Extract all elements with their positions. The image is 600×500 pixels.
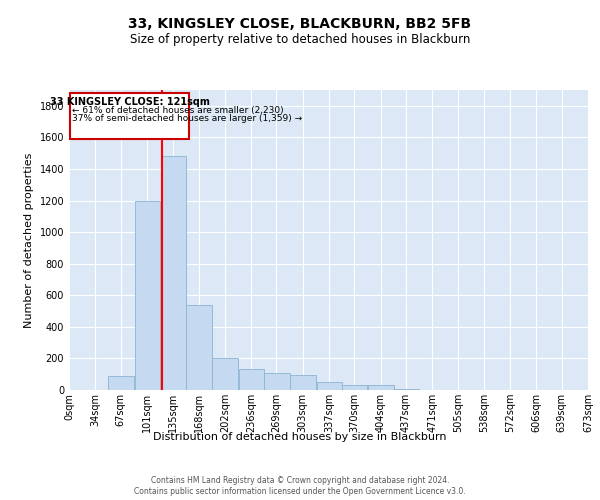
Bar xyxy=(134,200,160,390)
Bar xyxy=(264,372,290,390)
Text: 33 KINGSLEY CLOSE: 121sqm: 33 KINGSLEY CLOSE: 121sqm xyxy=(50,97,209,107)
Bar xyxy=(342,386,367,390)
Bar xyxy=(161,156,186,390)
Bar xyxy=(109,376,134,390)
Bar xyxy=(317,382,342,390)
FancyBboxPatch shape xyxy=(70,93,190,139)
Y-axis label: Number of detached properties: Number of detached properties xyxy=(24,152,34,328)
Text: 33, KINGSLEY CLOSE, BLACKBURN, BB2 5FB: 33, KINGSLEY CLOSE, BLACKBURN, BB2 5FB xyxy=(128,18,472,32)
Bar xyxy=(368,386,394,390)
Text: Contains HM Land Registry data © Crown copyright and database right 2024.: Contains HM Land Registry data © Crown c… xyxy=(151,476,449,485)
Text: 37% of semi-detached houses are larger (1,359) →: 37% of semi-detached houses are larger (… xyxy=(72,114,302,124)
Bar xyxy=(239,370,264,390)
Text: Size of property relative to detached houses in Blackburn: Size of property relative to detached ho… xyxy=(130,32,470,46)
Text: Contains public sector information licensed under the Open Government Licence v3: Contains public sector information licen… xyxy=(134,488,466,496)
Bar xyxy=(394,389,419,390)
Text: ← 61% of detached houses are smaller (2,230): ← 61% of detached houses are smaller (2,… xyxy=(72,106,284,115)
Bar xyxy=(186,304,212,390)
Bar xyxy=(290,375,316,390)
Bar xyxy=(212,358,238,390)
Text: Distribution of detached houses by size in Blackburn: Distribution of detached houses by size … xyxy=(153,432,447,442)
